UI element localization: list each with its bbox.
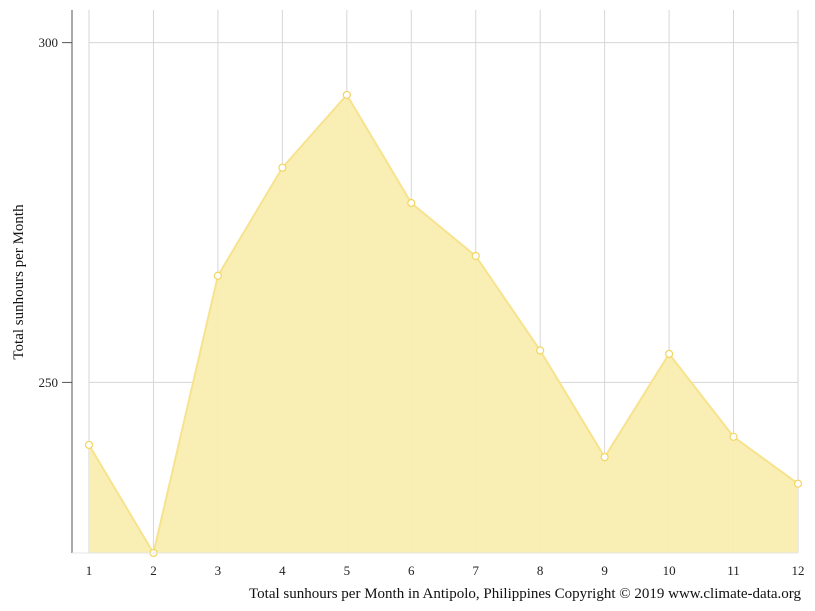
x-tick-label: 11: [727, 563, 740, 578]
x-tick-label: 5: [344, 563, 351, 578]
x-tick-label: 1: [86, 563, 93, 578]
data-point: [84, 440, 94, 450]
data-point: [536, 346, 545, 355]
x-tick-label: 8: [537, 563, 544, 578]
x-tick-label: 6: [408, 563, 415, 578]
area-fill: [89, 94, 798, 553]
data-point: [471, 251, 480, 261]
y-tick-label: 300: [39, 35, 59, 50]
y-axis-title: Total sunhours per Month: [11, 204, 27, 360]
data-point: [729, 432, 738, 441]
chart-caption: Total sunhours per Month in Antipolo, Ph…: [249, 586, 801, 602]
x-tick-label: 3: [215, 563, 222, 578]
y-ticks: 250 300: [39, 35, 72, 390]
x-tick-label: 12: [792, 563, 805, 578]
data-point: [342, 90, 351, 100]
data-point: [278, 163, 287, 172]
x-ticks: 1 2 3 4 5 6 7 8 9 10 11 12: [86, 563, 805, 578]
x-tick-label: 2: [150, 563, 157, 578]
y-tick-label: 250: [39, 375, 59, 390]
x-tick-label: 9: [601, 563, 608, 578]
data-point: [407, 198, 416, 208]
x-tick-label: 10: [663, 563, 676, 578]
data-point: [213, 271, 223, 280]
data-points: [84, 90, 803, 558]
data-point: [793, 479, 803, 488]
series-line: [88, 93, 799, 556]
x-tick-label: 7: [472, 563, 479, 578]
data-point: [600, 453, 609, 462]
x-tick-label: 4: [279, 563, 286, 578]
data-point: [664, 349, 674, 358]
